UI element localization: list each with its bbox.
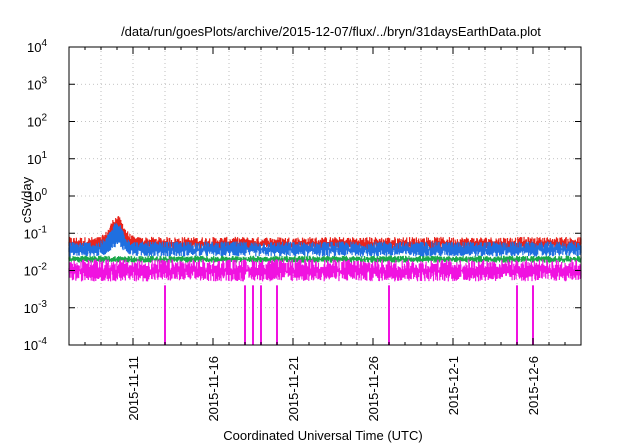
y-tick-label: 10-4	[24, 336, 48, 353]
y-tick-label: 104	[27, 38, 47, 55]
x-tick-label: 2015-11-26	[366, 356, 381, 422]
y-tick-label: 10-2	[24, 262, 48, 279]
y-tick-label: 101	[27, 150, 47, 167]
series-band	[68, 259, 582, 282]
y-tick-label: 10-1	[24, 224, 48, 241]
y-tick-label: 103	[27, 75, 47, 92]
plot-area	[69, 47, 581, 345]
x-tick-label: 2015-11-21	[286, 356, 301, 422]
axis-ticks: 10-4 10-3 10-2 10-1 100 101 102 103 104 2015-11-1…	[24, 38, 582, 422]
x-tick-label: 2015-12-6	[526, 356, 541, 415]
y-tick-label: 102	[27, 113, 47, 130]
chart-title: /data/run/goesPlots/archive/2015-12-07/f…	[121, 24, 541, 39]
y-axis-label: cSv/day	[19, 176, 34, 223]
x-tick-label: 2015-11-16	[206, 356, 221, 422]
series-4	[68, 259, 582, 345]
x-tick-label: 2015-12-1	[446, 356, 461, 415]
x-axis-label: Coordinated Universal Time (UTC)	[223, 428, 422, 443]
y-tick-label: 10-3	[24, 299, 48, 316]
y-tick-label: 100	[27, 187, 47, 204]
x-tick-label: 2015-11-11	[126, 356, 141, 421]
